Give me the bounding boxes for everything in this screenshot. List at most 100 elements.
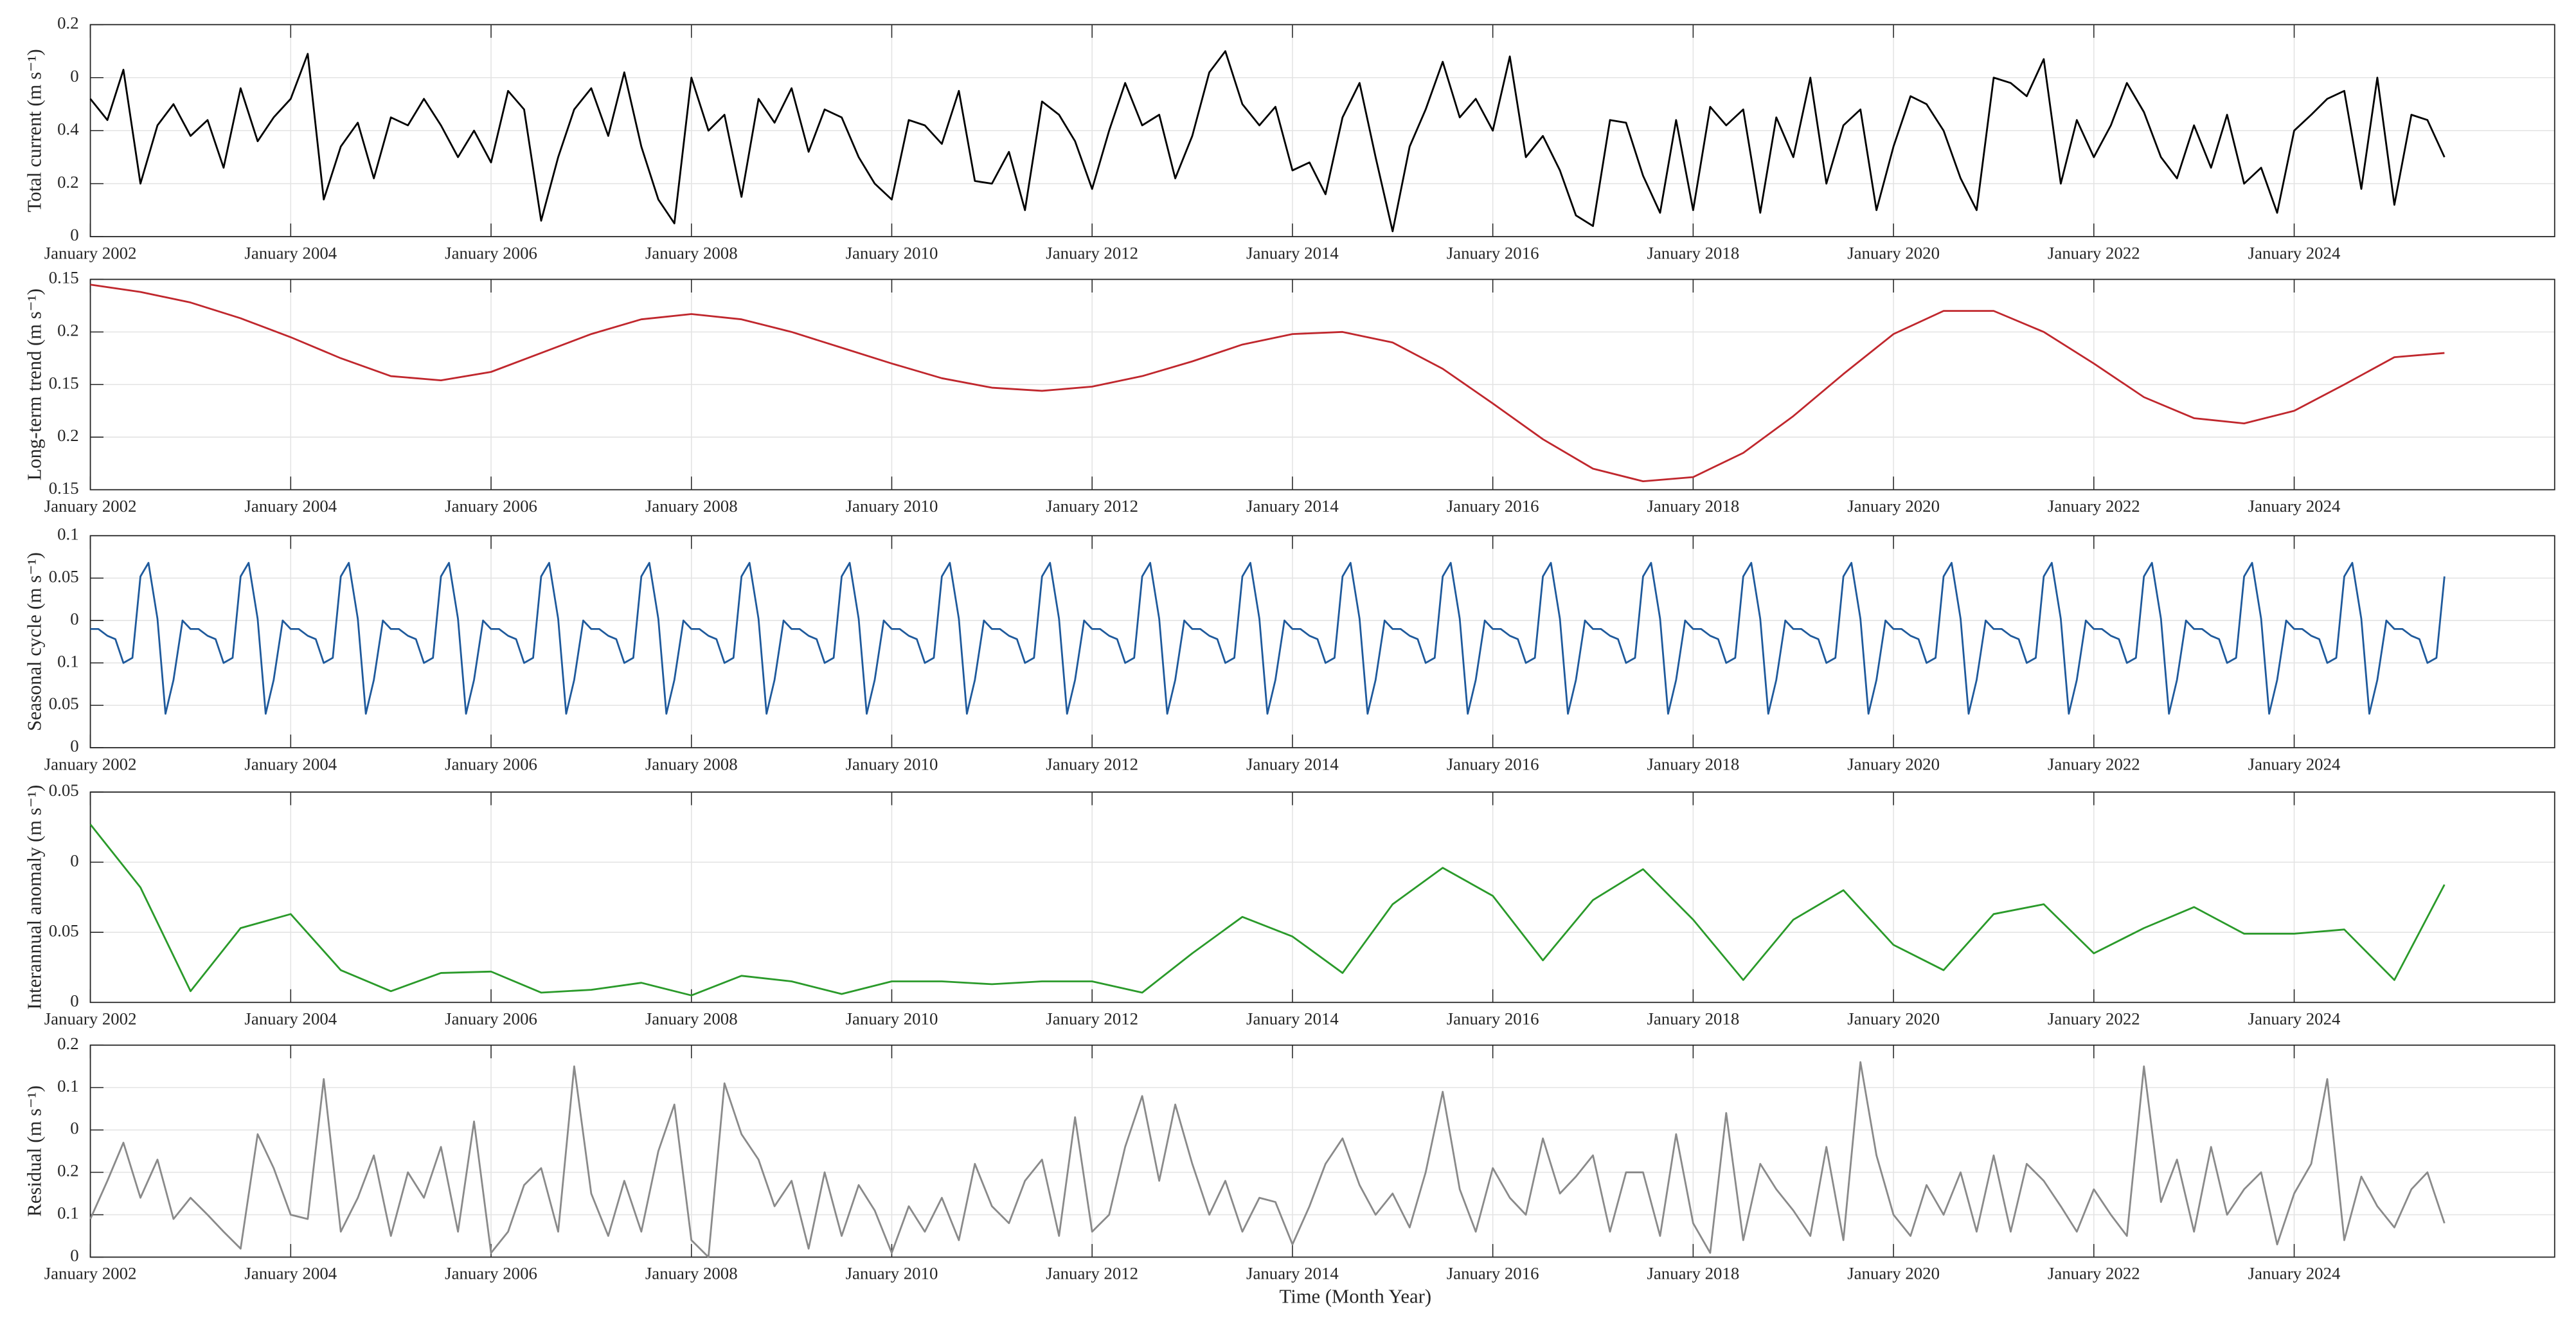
x-tick-label: January 2024 [2248, 1009, 2341, 1029]
y-tick-label: 0.4 [57, 119, 79, 138]
y-tick-label: 0.1 [57, 1076, 79, 1095]
x-tick-label: January 2008 [645, 243, 738, 262]
data-line [90, 562, 2446, 715]
data-line [90, 284, 2445, 483]
y-tick-label: 0.15 [49, 478, 79, 498]
y-tick-label: 0.2 [57, 172, 79, 192]
x-tick-label: January 2018 [1647, 754, 1739, 773]
x-tick-label: January 2012 [1046, 243, 1138, 262]
x-tick-label: January 2008 [645, 1009, 738, 1029]
x-tick-label: January 2016 [1447, 754, 1539, 773]
x-tick-label: January 2024 [2248, 496, 2341, 516]
x-tick-label: January 2024 [2248, 1264, 2341, 1283]
y-tick-label: 0.15 [49, 373, 79, 392]
y-axis-label: Long-term trend (m s⁻¹) [23, 289, 45, 481]
x-tick-label: January 2020 [1847, 243, 1940, 262]
y-axis-label: Total current (m s⁻¹) [23, 49, 45, 212]
y-tick-label: 0 [70, 1246, 78, 1265]
x-tick-label: January 2006 [445, 496, 537, 516]
x-tick-label: January 2024 [2248, 754, 2341, 773]
y-tick-label: 0.05 [49, 780, 79, 800]
y-axis-label: Interannual anomaly (m s⁻¹) [23, 785, 45, 1010]
x-tick-label: January 2010 [846, 1009, 938, 1029]
x-tick-label: January 2020 [1847, 496, 1940, 516]
x-tick-label: January 2022 [2048, 754, 2140, 773]
y-tick-label: 0.1 [57, 651, 79, 671]
x-tick-label: January 2002 [44, 496, 137, 516]
y-tick-label: 0 [70, 736, 78, 755]
y-axis-label: Residual (m s⁻¹) [23, 1085, 45, 1216]
y-tick-label: 0.2 [57, 426, 79, 445]
axes-frame [89, 278, 2555, 491]
x-tick-label: January 2020 [1847, 1264, 1940, 1283]
x-tick-label: January 2012 [1046, 496, 1138, 516]
x-tick-label: January 2008 [645, 496, 738, 516]
x-tick-label: January 2014 [1246, 243, 1339, 262]
x-tick-label: January 2018 [1647, 1009, 1739, 1029]
x-tick-label: January 2008 [645, 754, 738, 773]
x-tick-label: January 2016 [1447, 243, 1539, 262]
x-tick-label: January 2016 [1447, 496, 1539, 516]
y-tick-label: 0 [70, 609, 78, 628]
x-tick-label: January 2020 [1847, 1009, 1940, 1029]
x-tick-label: January 2016 [1447, 1009, 1539, 1029]
x-tick-label: January 2004 [244, 754, 337, 773]
x-tick-label: January 2006 [445, 1264, 537, 1283]
axes-frame [89, 1044, 2555, 1258]
x-tick-label: January 2024 [2248, 243, 2341, 262]
x-axis-label: Time (Month Year) [1280, 1285, 1431, 1307]
y-tick-label: 0.1 [57, 1203, 79, 1223]
x-tick-label: January 2006 [445, 1009, 537, 1029]
data-line [89, 50, 2446, 233]
y-tick-label: 0.2 [57, 13, 79, 32]
y-tick-label: 0.2 [57, 1034, 79, 1053]
x-tick-label: January 2006 [445, 243, 537, 262]
x-tick-label: January 2014 [1246, 1009, 1339, 1029]
y-tick-label: 0 [70, 225, 78, 244]
axes-frame [89, 24, 2555, 237]
x-tick-label: January 2014 [1246, 754, 1339, 773]
axes-frame [89, 535, 2555, 748]
x-tick-label: January 2004 [244, 1009, 337, 1029]
x-tick-label: January 2022 [2048, 243, 2140, 262]
y-axis-label: Seasonal cycle (m s⁻¹) [23, 552, 45, 731]
x-tick-label: January 2006 [445, 754, 537, 773]
x-tick-label: January 2002 [44, 1264, 137, 1283]
x-tick-label: January 2002 [44, 243, 137, 262]
y-tick-label: 0.2 [57, 320, 79, 339]
data-line [89, 1061, 2446, 1258]
y-tick-label: 0 [70, 851, 78, 870]
x-tick-label: January 2018 [1647, 1264, 1739, 1283]
y-tick-label: 0.1 [57, 524, 79, 543]
axes-frame [89, 791, 2555, 1004]
y-tick-label: 0.05 [49, 566, 79, 586]
x-tick-label: January 2012 [1046, 1009, 1138, 1029]
x-tick-label: January 2004 [244, 243, 337, 262]
x-tick-label: January 2022 [2048, 496, 2140, 516]
x-tick-label: January 2004 [244, 496, 337, 516]
x-tick-label: January 2014 [1246, 496, 1339, 516]
data-line [89, 824, 2446, 996]
x-tick-label: January 2010 [846, 243, 938, 262]
x-tick-label: January 2008 [645, 1264, 738, 1283]
y-tick-label: 0.2 [57, 1161, 79, 1180]
y-tick-label: 0.15 [49, 268, 79, 287]
y-tick-label: 0.05 [49, 694, 79, 713]
y-tick-label: 0 [70, 991, 78, 1010]
y-tick-label: 0.05 [49, 921, 79, 940]
x-tick-label: January 2002 [44, 1009, 137, 1029]
x-tick-label: January 2010 [846, 1264, 938, 1283]
x-tick-label: January 2010 [846, 754, 938, 773]
x-tick-label: January 2004 [244, 1264, 337, 1283]
x-tick-label: January 2018 [1647, 243, 1739, 262]
x-tick-label: January 2014 [1246, 1264, 1339, 1283]
x-tick-label: January 2016 [1447, 1264, 1539, 1283]
x-tick-label: January 2012 [1046, 1264, 1138, 1283]
x-tick-label: January 2010 [846, 496, 938, 516]
y-tick-label: 0 [70, 1119, 78, 1138]
x-tick-label: January 2012 [1046, 754, 1138, 773]
x-tick-label: January 2002 [44, 754, 137, 773]
x-tick-label: January 2020 [1847, 754, 1940, 773]
x-tick-label: January 2018 [1647, 496, 1739, 516]
